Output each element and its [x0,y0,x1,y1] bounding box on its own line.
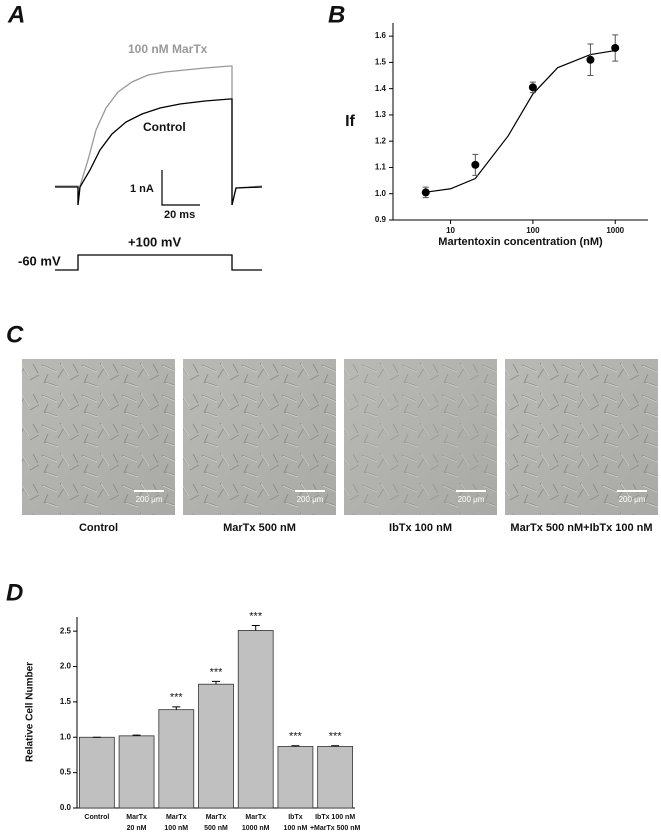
bar [158,709,195,809]
data-point [611,43,620,52]
y-tick-label: 2.5 [60,626,72,635]
micrograph-texture [22,359,175,515]
x-tick-label: 1000 nM [242,825,270,832]
fit-line [425,49,616,193]
bar [237,630,274,809]
scale-label: 200 μm [297,495,324,504]
micrograph-texture [183,359,336,515]
x-tick-label: IbTx 100 nM [315,814,355,821]
significance: *** [210,666,224,678]
voltage-protocol [55,254,262,271]
scale-label: 20 ms [164,209,195,221]
bar [317,746,354,809]
voltage-label: +100 mV [128,234,181,249]
panel-letter: D [6,579,23,606]
error-bar [331,745,340,747]
error-bar [212,680,220,685]
bar [277,746,314,809]
scale-label: 200 μm [458,495,485,504]
image-caption: MarTx 500 nM+IbTx 100 nM [510,522,652,534]
trace-label: Control [143,120,186,134]
trace-martx [55,65,263,206]
x-tick-label: 100 [526,226,540,235]
significance: *** [249,610,263,622]
y-tick-label: 0.5 [60,768,72,777]
significance: *** [289,731,303,743]
scale-bar [161,170,200,206]
x-axis-label: Martentoxin concentration (nM) [438,236,603,248]
x-tick-label: MarTx [206,814,227,821]
x-tick-label: MarTx [166,814,187,821]
error-bar [251,624,260,631]
x-tick-label: MarTx [245,814,266,821]
x-tick-label: +MarTx 500 nM [310,825,361,832]
x-tick-label: 10 [446,226,455,235]
error-bar [291,745,300,747]
trace-control [55,98,263,206]
bar [198,683,234,809]
y-tick-label: 0.9 [375,215,387,224]
trace-label: 100 nM MarTx [128,42,208,56]
micrograph-texture [344,359,497,515]
panel-letter: C [6,321,24,348]
scale-label: 200 μm [619,495,646,504]
x-tick-label: MarTx [126,814,147,821]
y-tick-label: 2.0 [60,662,72,671]
y-tick-label: 1.0 [375,189,387,198]
data-point [421,188,430,197]
y-tick-label: 1.2 [375,136,387,145]
y-tick-label: 0.0 [60,803,72,812]
error-bar [172,706,181,710]
y-tick-label: 1.0 [60,732,72,741]
data-point [528,83,537,92]
significance: *** [170,692,184,704]
x-tick-label: 1000 [606,226,624,235]
x-tick-label: 100 nM [284,825,308,832]
error-bar [132,734,141,736]
y-tick-label: 1.6 [375,31,387,40]
x-tick-label: 100 nM [164,825,188,832]
x-tick-label: IbTx [288,814,302,821]
y-tick-label: 1.1 [375,163,387,172]
y-tick-label: 1.5 [375,58,387,67]
micrograph-texture [505,359,658,515]
y-axis-label: If [345,113,355,130]
image-caption: MarTx 500 nM [223,522,296,534]
scale-label: 200 μm [136,495,163,504]
bar [118,735,155,809]
voltage-label: -60 mV [18,253,61,268]
scale-label: 1 nA [130,183,154,195]
y-tick-label: 1.4 [375,84,387,93]
x-tick-label: 500 nM [204,825,228,832]
data-point [471,160,480,169]
y-axis-label: Relative Cell Number [25,662,36,762]
image-caption: IbTx 100 nM [389,522,452,534]
x-tick-label: 20 nM [127,825,147,832]
y-tick-label: 1.3 [375,110,387,119]
panel-letter: A [7,1,25,28]
data-point [586,55,595,64]
x-tick-label: Control [84,814,109,821]
y-tick-label: 1.5 [60,697,72,706]
significance: *** [329,731,343,743]
bar [78,736,115,809]
panel-letter: B [328,1,345,28]
image-caption: Control [79,522,118,534]
